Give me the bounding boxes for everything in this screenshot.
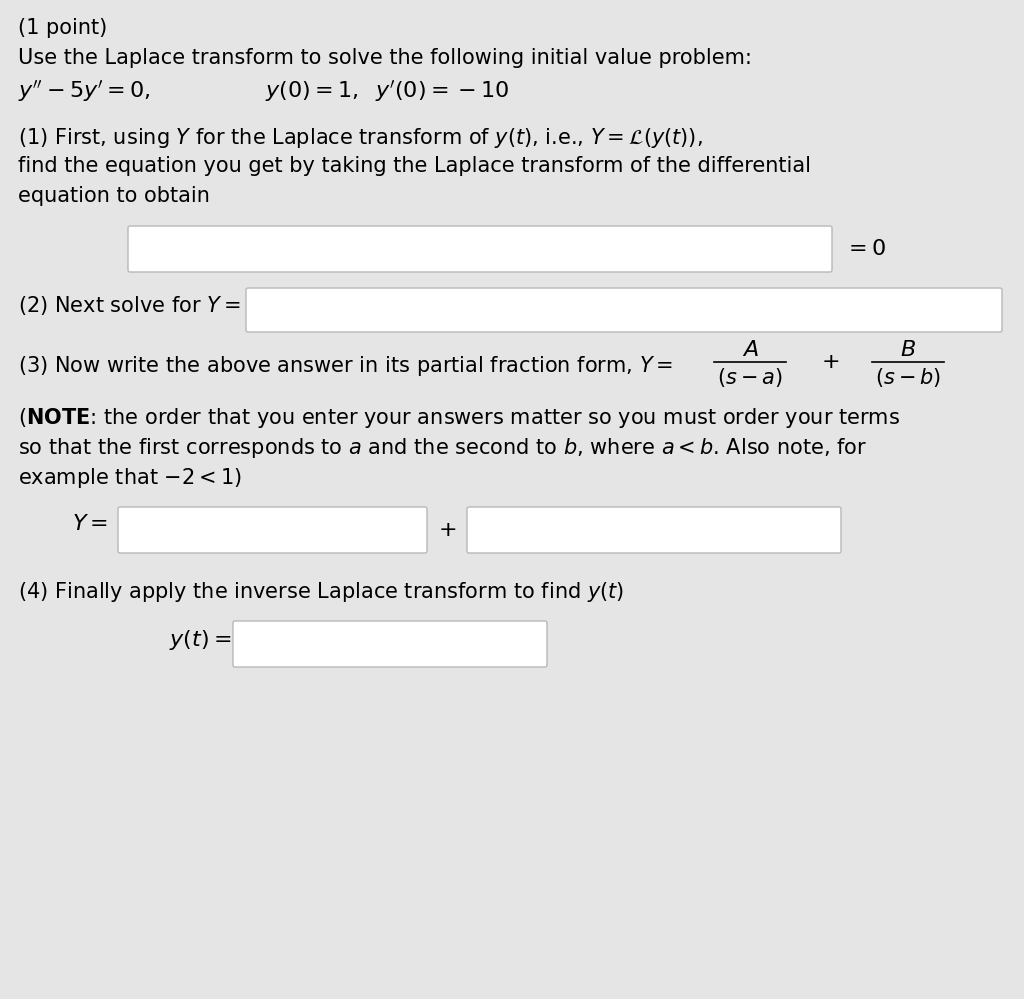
Text: (1 point): (1 point): [18, 18, 108, 38]
Text: $(s - a)$: $(s - a)$: [717, 366, 783, 389]
FancyBboxPatch shape: [233, 621, 547, 667]
Text: $Y =$: $Y =$: [72, 514, 109, 534]
Text: $(s - b)$: $(s - b)$: [874, 366, 941, 389]
Text: find the equation you get by taking the Laplace transform of the differential: find the equation you get by taking the …: [18, 156, 811, 176]
Text: (1) First, using $Y$ for the Laplace transform of $y(t)$, i.e., $Y = \mathcal{L}: (1) First, using $Y$ for the Laplace tra…: [18, 126, 702, 150]
Text: so that the first corresponds to $a$ and the second to $b$, where $a < b$. Also : so that the first corresponds to $a$ and…: [18, 436, 867, 460]
Text: $y(0) = 1, \;\; y'(0) = -10$: $y(0) = 1, \;\; y'(0) = -10$: [265, 78, 509, 104]
Text: example that $-2 < 1$): example that $-2 < 1$): [18, 466, 242, 490]
FancyBboxPatch shape: [246, 288, 1002, 332]
Text: $y(t) =$: $y(t) =$: [169, 628, 231, 652]
FancyBboxPatch shape: [128, 226, 831, 272]
Text: $+$: $+$: [821, 352, 839, 372]
Text: Use the Laplace transform to solve the following initial value problem:: Use the Laplace transform to solve the f…: [18, 48, 752, 68]
FancyBboxPatch shape: [467, 507, 841, 553]
Text: $A$: $A$: [741, 340, 759, 360]
FancyBboxPatch shape: [118, 507, 427, 553]
Text: (3) Now write the above answer in its partial fraction form, $Y =$: (3) Now write the above answer in its pa…: [18, 354, 674, 378]
Text: $+$: $+$: [438, 520, 456, 540]
Text: (4) Finally apply the inverse Laplace transform to find $y(t)$: (4) Finally apply the inverse Laplace tr…: [18, 580, 625, 604]
Text: $= 0$: $= 0$: [844, 239, 886, 259]
Text: $B$: $B$: [900, 340, 915, 360]
Text: (2) Next solve for $Y =$: (2) Next solve for $Y =$: [18, 294, 241, 317]
Text: equation to obtain: equation to obtain: [18, 186, 210, 206]
Text: $y'' - 5y' = 0,$: $y'' - 5y' = 0,$: [18, 78, 151, 104]
Text: ($\mathbf{NOTE}$: the order that you enter your answers matter so you must order: ($\mathbf{NOTE}$: the order that you ent…: [18, 406, 900, 430]
